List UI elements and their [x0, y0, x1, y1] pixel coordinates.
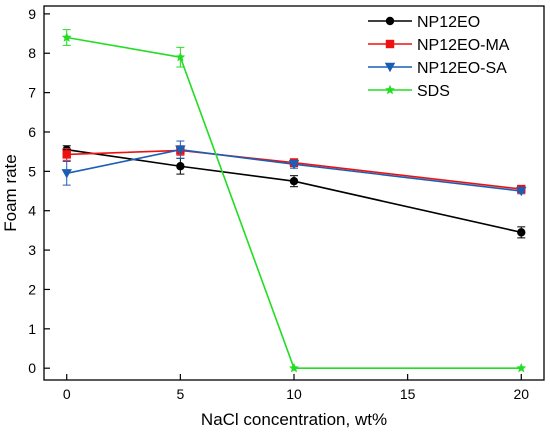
legend-label-np12eo-sa: NP12EO-SA [417, 60, 507, 77]
point-sds [61, 32, 72, 42]
y-tick-label: 7 [28, 85, 36, 101]
legend-label-sds: SDS [417, 83, 450, 100]
y-tick-label: 5 [28, 163, 36, 179]
legend-marker-sds [385, 84, 395, 95]
series-line-np12eo [66, 148, 522, 234]
x-tick-label: 5 [176, 386, 184, 402]
point-np12eo-sa [61, 169, 72, 179]
y-tick-label: 4 [28, 203, 36, 219]
point-np12eo-sa [288, 160, 300, 170]
point-np12eo [289, 176, 299, 186]
x-tick-label: 20 [513, 386, 529, 402]
x-axis-label: NaCl concentration, wt% [201, 410, 387, 429]
point-sds [175, 51, 186, 62]
y-axis-label: Foam rate [1, 154, 20, 231]
legend-marker-np12eo-sa [384, 62, 396, 73]
series-line-sds [66, 36, 522, 369]
x-tick-label: 0 [63, 386, 71, 402]
legend-marker-np12eo-ma [385, 39, 395, 49]
y-tick-label: 9 [28, 6, 36, 22]
y-tick-label: 8 [28, 45, 36, 61]
y-tick-label: 0 [28, 360, 36, 376]
point-np12eo-ma [62, 150, 71, 159]
legend-label-np12eo: NP12EO [417, 14, 480, 31]
legend-label-np12eo-ma: NP12EO-MA [417, 37, 510, 54]
x-tick-label: 15 [400, 386, 416, 402]
point-np12eo [517, 228, 526, 237]
y-tick-label: 6 [28, 124, 36, 140]
y-tick-label: 2 [28, 281, 36, 297]
y-tick-label: 3 [28, 242, 36, 258]
legend-marker-np12eo [385, 16, 395, 26]
x-tick-label: 10 [286, 386, 302, 402]
plot-area: 0 5 10 15 20 0 1 2 3 4 5 6 7 8 9 NP12EO NP12EO-MA NP12EO-… [28, 5, 545, 402]
y-tick-label: 1 [28, 321, 36, 337]
point-sds [289, 362, 299, 373]
point-np12eo-sa [516, 186, 527, 197]
point-sds [516, 362, 527, 373]
series-line-np12eo-sa [66, 148, 522, 192]
point-np12eo-sa [175, 145, 186, 155]
point-np12eo [176, 162, 185, 171]
